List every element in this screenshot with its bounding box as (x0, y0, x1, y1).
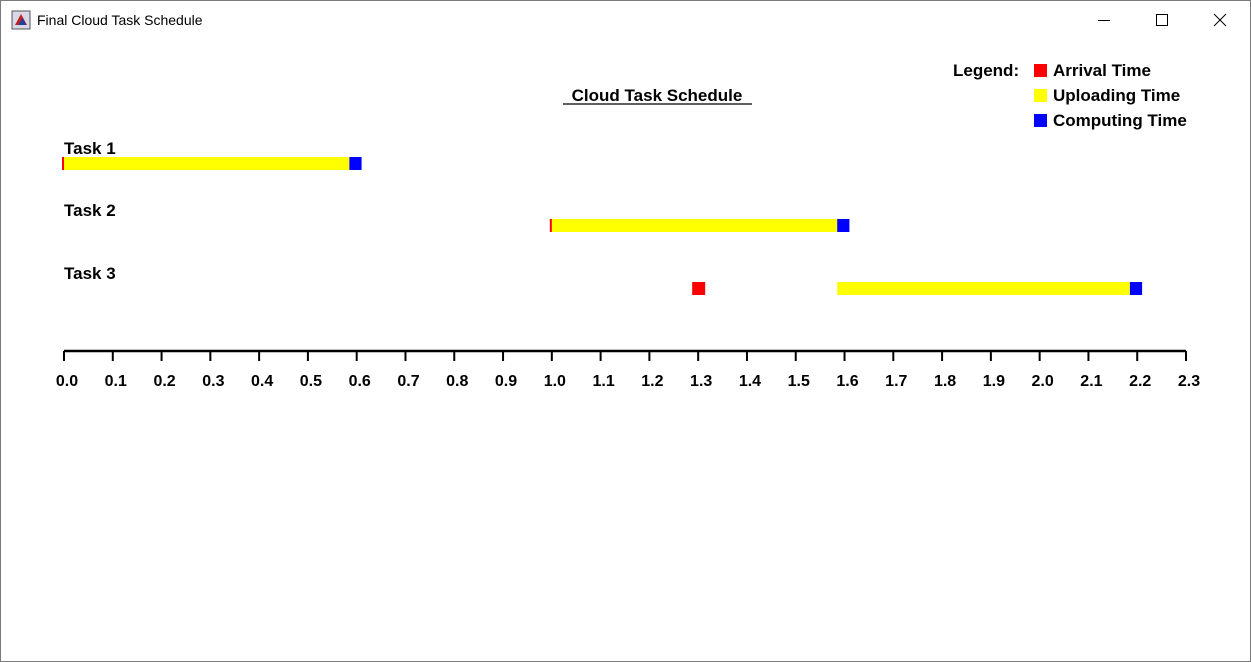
compute-bar (837, 219, 850, 232)
legend-swatch-arrival (1034, 64, 1047, 77)
compute-bar (1129, 282, 1143, 295)
arrival-marker (62, 157, 64, 170)
axis-tick-label: 1.2 (641, 373, 663, 390)
axis-tick-label: 0.9 (495, 373, 517, 390)
task-label: Task 3 (64, 264, 116, 283)
axis-tick-label: 2.1 (1080, 373, 1102, 390)
axis-ticks: 0.0 0.1 0.2 0.3 0.4 0.5 0.6 0.7 0.8 0.9 1.0 1.1 1.2 1… (56, 351, 1200, 390)
axis-tick-label: 0.5 (300, 373, 322, 390)
task-label: Task 1 (64, 139, 116, 158)
java-app-icon (11, 10, 31, 30)
legend-item-arrival: Arrival Time (1053, 61, 1151, 80)
tasks-layer: Task 1 Task 2 Task 3 (62, 139, 1143, 295)
legend-label: Legend: (953, 61, 1019, 80)
close-button[interactable] (1191, 1, 1249, 39)
title-bar[interactable]: Final Cloud Task Schedule (1, 1, 1250, 39)
axis-tick-label: 1.3 (690, 373, 712, 390)
task-label: Task 2 (64, 201, 116, 220)
legend-item-computing: Computing Time (1053, 111, 1187, 130)
axis-tick-label: 1.5 (788, 373, 810, 390)
axis-tick-label: 0.2 (153, 373, 175, 390)
upload-bar (837, 282, 1130, 295)
arrival-marker (692, 282, 706, 295)
close-icon (1213, 13, 1227, 27)
axis-tick-label: 2.0 (1032, 373, 1054, 390)
axis-tick-label: 0.8 (446, 373, 468, 390)
axis-tick-label: 0.6 (349, 373, 371, 390)
minimize-button[interactable] (1075, 1, 1133, 39)
axis-tick-label: 0.7 (397, 373, 419, 390)
upload-bar (551, 219, 838, 232)
arrival-marker (549, 219, 552, 232)
axis-tick-label: 2.2 (1129, 373, 1151, 390)
compute-bar (349, 157, 362, 170)
minimize-icon (1098, 20, 1110, 21)
axis-tick-label: 1.8 (934, 373, 956, 390)
axis-tick-label: 0.4 (251, 373, 273, 390)
axis-tick-label: 1.6 (836, 373, 858, 390)
legend-swatch-computing (1034, 114, 1047, 127)
chart-title: Cloud Task Schedule (572, 86, 743, 105)
axis-tick-label: 0.3 (202, 373, 224, 390)
maximize-icon (1156, 14, 1168, 26)
axis-tick-label: 1.1 (592, 373, 614, 390)
legend: Legend: Arrival Time Uploading Time Comp… (953, 61, 1187, 130)
axis-tick-label: 0.0 (56, 373, 78, 390)
axis-tick-label: 0.1 (105, 373, 127, 390)
window-title: Final Cloud Task Schedule (37, 12, 203, 28)
axis-tick-label: 2.3 (1178, 373, 1200, 390)
axis-tick-label: 1.4 (739, 373, 761, 390)
axis-tick-label: 1.9 (983, 373, 1005, 390)
legend-item-uploading: Uploading Time (1053, 86, 1180, 105)
maximize-button[interactable] (1133, 1, 1191, 39)
legend-swatch-uploading (1034, 89, 1047, 102)
axis-tick-label: 1.7 (885, 373, 907, 390)
upload-bar (64, 157, 350, 170)
axis-tick-label: 1.0 (544, 373, 566, 390)
